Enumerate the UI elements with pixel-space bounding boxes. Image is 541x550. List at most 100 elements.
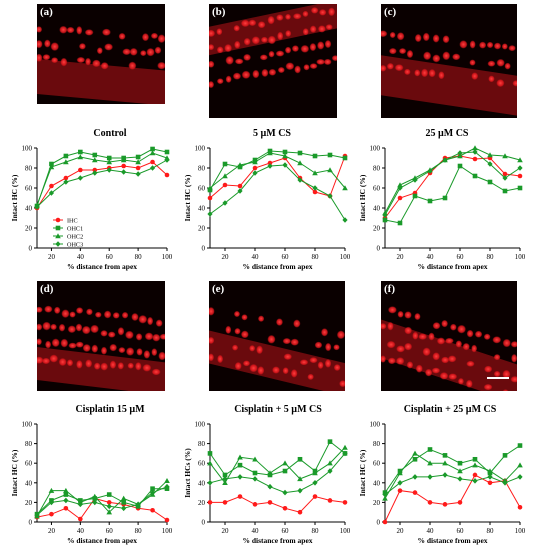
data-point <box>106 503 112 510</box>
data-point <box>312 470 318 476</box>
y-tick-label: 80 <box>25 165 33 173</box>
data-point <box>91 493 98 499</box>
data-point <box>312 170 318 176</box>
data-point <box>63 175 69 181</box>
series-ohc3 <box>207 162 348 223</box>
series-line <box>384 151 521 216</box>
data-point <box>267 483 273 490</box>
data-point <box>222 480 228 485</box>
data-point <box>442 472 448 478</box>
data-point <box>49 161 54 167</box>
series-ohc2 <box>207 444 348 485</box>
data-point <box>342 500 348 505</box>
data-point <box>487 468 493 474</box>
legend-entry: IHC <box>67 217 78 224</box>
data-point <box>48 190 55 196</box>
series-line <box>36 497 168 521</box>
data-point <box>237 462 243 468</box>
data-point <box>457 150 463 156</box>
series-line <box>384 147 521 214</box>
micrograph-texture <box>37 305 165 391</box>
data-point <box>327 439 333 444</box>
y-axis-label: Intact HC (%) <box>10 174 19 221</box>
micrograph-f: (f) <box>381 281 517 391</box>
series-line <box>36 486 168 516</box>
data-point <box>267 160 273 166</box>
series-line <box>209 440 346 476</box>
data-point <box>106 159 113 165</box>
series-line <box>384 165 521 224</box>
y-tick-label: 40 <box>25 205 33 213</box>
y-tick-label: 0 <box>29 519 33 527</box>
micrograph-texture <box>37 25 165 104</box>
data-point <box>397 182 403 188</box>
data-point <box>48 164 55 170</box>
axis-lines <box>36 424 167 523</box>
data-point <box>442 460 448 466</box>
data-point <box>135 171 141 177</box>
x-tick-label: 100 <box>340 253 351 261</box>
data-point <box>252 456 258 462</box>
y-tick-label: 60 <box>25 185 33 193</box>
data-point <box>312 494 318 499</box>
data-point <box>472 145 478 151</box>
chart-cisplatin-25um-cs: 0 20 40 60 80 100 20 40 60 80 100 % distance from a… <box>358 421 526 546</box>
micrograph-texture <box>381 30 517 116</box>
data-point <box>312 189 318 195</box>
data-point <box>121 505 127 512</box>
x-tick-label: 40 <box>252 527 260 535</box>
data-point <box>442 195 448 201</box>
data-point <box>207 185 213 191</box>
data-point <box>342 217 348 223</box>
data-point <box>237 162 243 168</box>
series-line <box>384 155 521 219</box>
data-point <box>517 443 523 448</box>
y-tick-label: 20 <box>198 225 206 233</box>
series-ohc3 <box>382 149 523 218</box>
data-point <box>457 500 463 505</box>
data-point <box>297 177 303 183</box>
x-tick-label: 80 <box>312 253 320 261</box>
data-point <box>149 150 156 156</box>
micrograph-d: (d) <box>37 281 165 391</box>
data-point <box>252 502 258 507</box>
series-ihc <box>207 494 348 515</box>
data-point <box>397 480 403 486</box>
chart-control: 0 20 40 60 80 100 20 40 60 80 100 % distance from a… <box>10 145 173 272</box>
data-point <box>78 149 83 155</box>
chart-title-cisplatin-25um-cs: Cisplatin + 25 µM CS <box>403 404 497 415</box>
panel-label: (b) <box>212 6 226 18</box>
y-tick-label: 80 <box>198 440 206 448</box>
data-point <box>164 172 170 178</box>
data-point <box>457 460 463 466</box>
data-point <box>502 175 508 181</box>
data-point <box>297 160 303 166</box>
x-axis-label: % distance from apex <box>417 262 487 271</box>
data-point <box>427 198 433 204</box>
y-tick-label: 40 <box>373 479 381 487</box>
data-point <box>442 157 448 163</box>
data-point <box>237 474 243 480</box>
y-axis-label: Intact HC (%) <box>358 174 367 221</box>
x-tick-label: 60 <box>106 253 114 261</box>
x-tick-label: 60 <box>282 253 290 261</box>
series-line <box>209 453 346 494</box>
x-axis-label: % distance from apex <box>417 536 487 545</box>
data-point <box>252 165 258 171</box>
y-tick-label: 0 <box>377 245 381 253</box>
series-ohc3 <box>34 157 170 210</box>
axis-lines <box>36 148 167 249</box>
data-point <box>457 468 463 474</box>
y-tick-label: 40 <box>198 479 206 487</box>
data-point <box>472 456 478 462</box>
data-point <box>252 159 258 165</box>
series-ohc2 <box>34 478 170 519</box>
series-line <box>36 152 168 206</box>
data-point <box>327 193 333 199</box>
data-point <box>222 161 228 167</box>
micrograph-texture <box>209 4 337 89</box>
series-ohc1 <box>382 163 523 226</box>
data-point <box>164 478 170 484</box>
data-point <box>327 498 333 503</box>
